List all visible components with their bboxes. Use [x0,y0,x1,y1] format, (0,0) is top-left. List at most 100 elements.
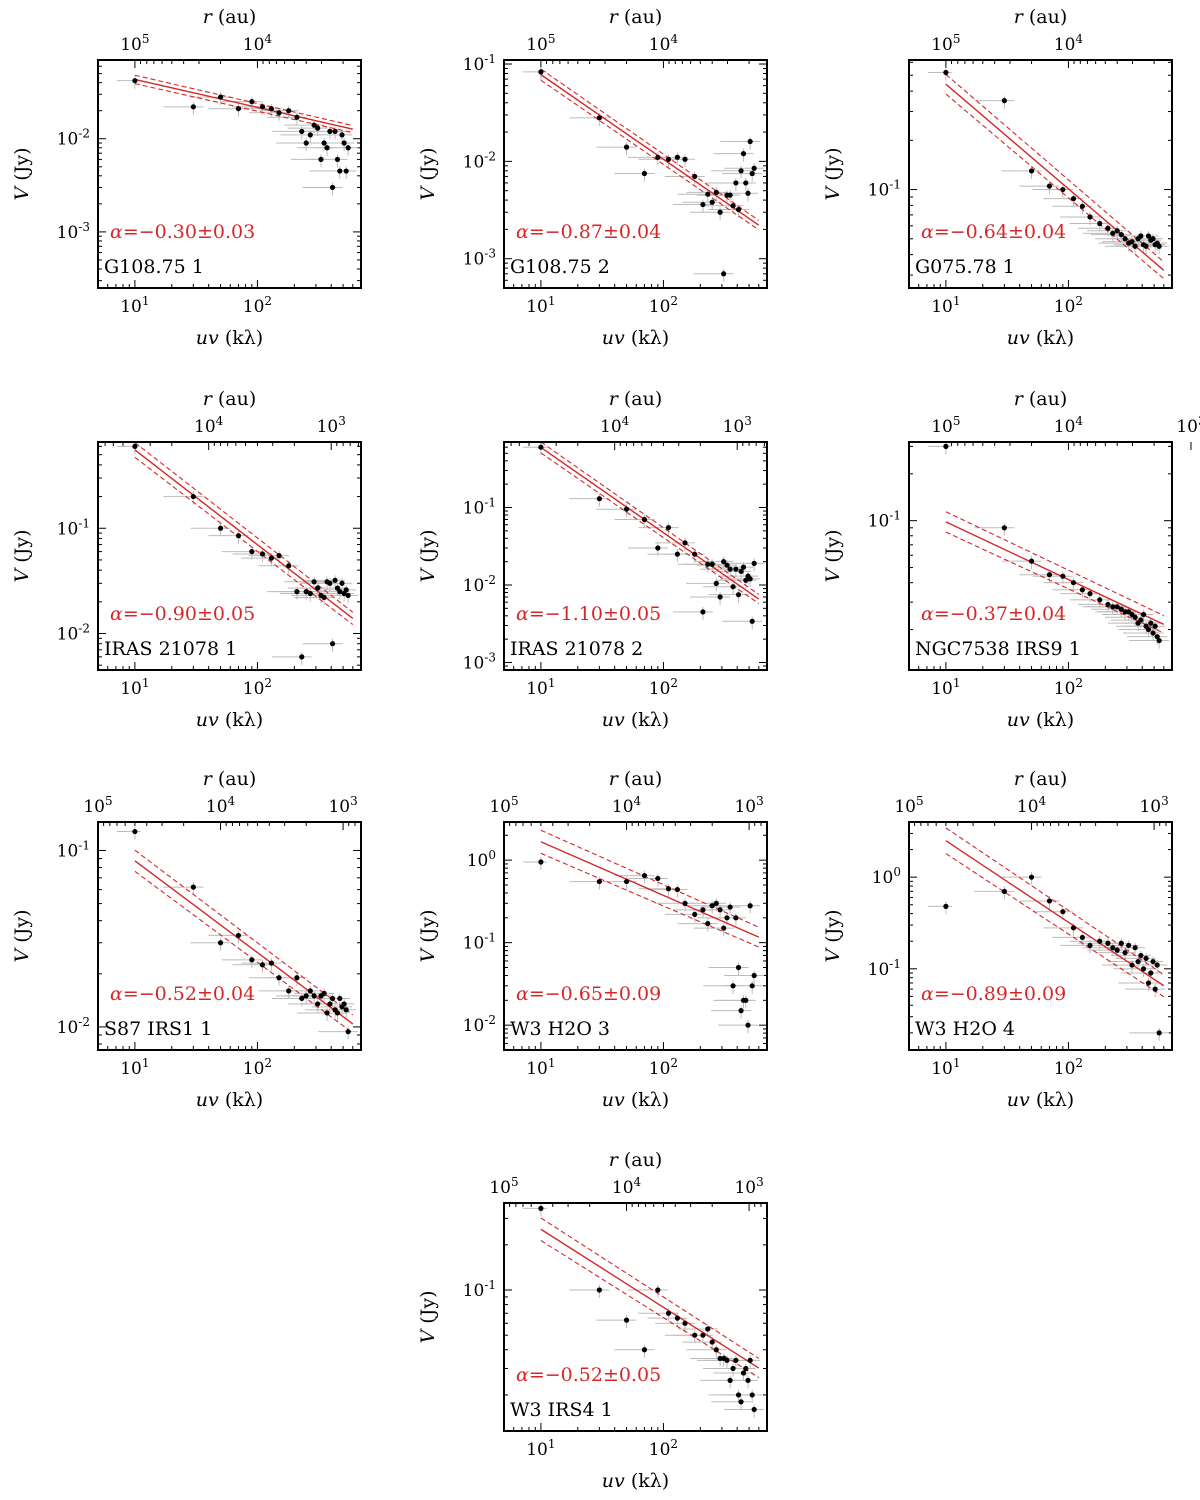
fit-upper-bound [540,68,760,221]
data-point [294,114,300,120]
data-layer [522,829,765,1034]
data-point [705,191,711,197]
x-axis-label: uv (kλ) [602,1470,669,1492]
top-tick-label: 105 [489,794,518,817]
data-point [743,1365,749,1372]
data-point [943,443,949,449]
data-point [132,443,138,449]
data-point [1156,1030,1162,1036]
data-point [259,104,266,110]
data-point [249,957,255,963]
x-axis-label: uv (kλ) [196,327,263,349]
x-axis-label: uv (kλ) [602,709,669,731]
alpha-annotation: α=−0.37±0.04 [921,603,1066,625]
data-point [1152,623,1158,629]
data-point [1079,587,1085,593]
data-point [1097,938,1103,944]
data-point [623,878,630,885]
source-name: G108.75 2 [510,256,610,278]
alpha-annotation: α=−0.90±0.05 [110,603,255,625]
top-axis-label: r (au) [609,768,663,790]
x-tick-label: 102 [1054,1056,1083,1079]
data-point [1129,239,1135,245]
x-tick-label: 102 [649,1056,678,1079]
data-point [700,201,706,208]
top-tick-label: 104 [649,32,679,55]
data-point [713,189,719,195]
top-tick-label: 105 [894,794,923,817]
data-point [339,580,345,586]
x-tick-label: 101 [931,294,960,317]
data-layer [522,1203,765,1418]
data-point [334,156,341,163]
data-point [1145,980,1152,986]
top-axis-label: r (au) [609,1149,663,1171]
data-point [538,859,544,865]
data-point [1070,196,1077,202]
data-point [747,138,753,145]
y-tick-label: 10-2 [57,127,90,150]
data-point [1114,228,1120,234]
alpha-annotation: α=−0.89±0.09 [921,983,1066,1005]
data-point [343,168,349,174]
fit-upper-bound [134,442,354,613]
x-tick-label: 102 [1054,676,1083,699]
data-point [1118,232,1124,238]
panel-4: uv (kλ) V (Jy) r (au) IRAS 21078 1 [11,388,362,731]
fit-line [945,840,1165,987]
top-tick-label: 104 [612,794,642,817]
data-point [303,589,309,595]
data-point [315,125,321,131]
data-point [705,1326,711,1332]
data-point [724,562,730,568]
data-point [623,1317,630,1323]
data-point [709,1339,715,1345]
data-layer [116,826,359,1040]
data-point [321,594,327,601]
data-point [1148,620,1154,626]
data-point [235,932,242,939]
top-tick-label: 105 [120,32,149,55]
data-point [724,915,730,921]
panel-7: uv (kλ) V (Jy) r (au) S87 IRS1 1 [11,768,362,1111]
data-layer [116,74,359,196]
data-point [299,128,305,134]
data-point [1156,243,1162,249]
data-layer [522,66,765,282]
plot-frame [908,821,1173,1051]
plot-frame [503,821,768,1051]
data-point [740,564,747,570]
y-tick-label: 10-1 [57,516,90,539]
data-point [276,975,282,981]
data-point [943,69,949,76]
plot-frame [503,441,768,671]
y-tick-label: 10-1 [868,509,901,532]
data-point [692,911,698,918]
data-point [268,960,274,966]
data-point [730,584,736,590]
data-layer [927,67,1170,280]
fit-lower-bound [540,79,760,231]
data-point [249,549,255,555]
data-point [1132,243,1138,249]
plot-frame [503,1202,768,1432]
data-point [700,907,706,913]
data-point [727,192,733,198]
data-point [738,1399,744,1405]
x-tick-label: 102 [1054,294,1083,317]
data-point [751,1406,757,1413]
data-point [276,110,282,116]
y-tick-label: 10-1 [868,957,901,980]
y-tick-label: 100 [872,865,901,888]
x-tick-label: 101 [931,676,960,699]
alpha-annotation: α=−0.52±0.05 [516,1364,661,1386]
top-tick-label: 103 [317,414,346,437]
data-point [745,190,751,196]
top-tick-label: 103 [1176,414,1200,437]
top-tick-label: 103 [328,794,357,817]
source-name: W3 H2O 3 [510,1018,610,1040]
data-point [1132,945,1138,951]
data-point [1046,183,1053,189]
data-layer [927,442,1170,649]
y-tick-label: 10-2 [57,622,90,645]
